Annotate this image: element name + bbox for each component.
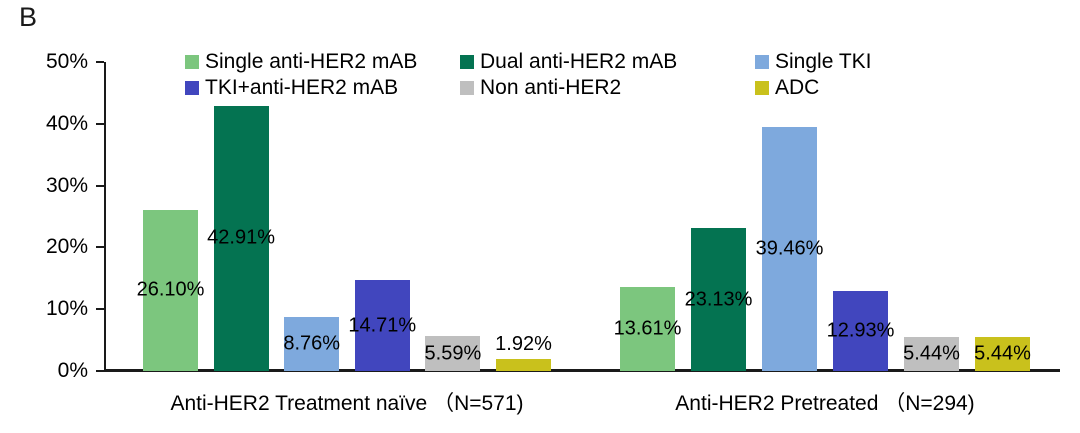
y-tick-mark: [96, 370, 104, 372]
legend-swatch-icon: [185, 55, 199, 69]
legend-item: Single TKI: [755, 49, 872, 75]
bar-value-label: 5.44%: [903, 342, 960, 365]
y-tick-mark: [96, 122, 104, 125]
chart-legend: Single anti-HER2 mAB Dual anti-HER2 mAB Si…: [185, 49, 872, 101]
legend-label: Dual anti-HER2 mAB: [480, 50, 678, 73]
bar-value-label: 13.61%: [613, 317, 682, 340]
bar-group2-series2: [691, 228, 746, 371]
y-tick-label: 10%: [45, 297, 88, 321]
legend-swatch-icon: [755, 55, 769, 69]
legend-swatch-icon: [460, 55, 474, 69]
bar-value-label: 1.92%: [495, 333, 552, 356]
panel-label: B: [19, 2, 38, 32]
y-tick-label: 50%: [45, 50, 88, 73]
bar-group1-series5: [425, 336, 481, 371]
plot-area: 26.10% 42.91% 8.76% 14.71% 5.59% 1.92% 13.61% 2…: [104, 62, 1060, 372]
bar-value-label: 5.44%: [974, 342, 1031, 365]
y-tick-label: 0%: [57, 359, 88, 382]
y-tick-mark: [96, 246, 104, 249]
y-tick-label: 20%: [45, 235, 88, 259]
x-axis-category-label: Anti-HER2 Pretreated （N=294): [675, 392, 975, 415]
bar-group1-series6: [496, 359, 551, 371]
bar-value-label: 39.46%: [755, 237, 824, 260]
y-tick-mark: [96, 61, 104, 63]
bar-group2-series6: [975, 337, 1030, 371]
y-tick-mark: [96, 308, 104, 311]
y-tick-label: 40%: [45, 111, 88, 135]
bar-group2-series5: [904, 337, 959, 371]
bar-value-label: 23.13%: [684, 288, 753, 311]
bar-group1-series3: [284, 316, 340, 371]
legend-item: Dual anti-HER2 mAB: [460, 49, 755, 75]
bar-group2-series4: [833, 291, 888, 371]
bar-group1-series2: [213, 105, 269, 371]
legend-label: Single TKI: [775, 50, 872, 73]
bar-value-label: 12.93%: [826, 319, 895, 342]
legend-item: Non anti-HER2: [460, 75, 755, 101]
x-axis-category-label: Anti-HER2 Treatment naïve （N=571): [170, 392, 524, 415]
legend-label: Single anti-HER2 mAB: [205, 50, 418, 73]
bar-value-label: 8.76%: [283, 332, 341, 355]
legend-swatch-icon: [460, 81, 474, 95]
legend-item: ADC: [755, 75, 872, 101]
legend-label: Non anti-HER2: [480, 76, 622, 99]
legend-item: TKI+anti-HER2 mAB: [185, 75, 460, 101]
bar-group1-series1: [143, 209, 198, 371]
bar-group1-series4: [354, 280, 410, 371]
bar-value-label: 42.91%: [207, 226, 276, 249]
bar-value-label: 14.71%: [348, 314, 417, 337]
bar-group2-series3: [762, 127, 817, 371]
bar-value-label: 5.59%: [424, 342, 482, 365]
bar-value-label: 26.10%: [136, 278, 205, 301]
legend-swatch-icon: [755, 81, 769, 95]
bar-group2-series1: [620, 286, 675, 371]
legend-label: ADC: [775, 76, 820, 99]
y-axis-line: [104, 62, 106, 371]
y-tick-mark: [96, 184, 104, 187]
legend-label: TKI+anti-HER2 mAB: [205, 76, 399, 99]
legend-swatch-icon: [185, 81, 199, 95]
x-axis-line: [104, 369, 1060, 372]
y-tick-label: 30%: [45, 173, 88, 197]
legend-item: Single anti-HER2 mAB: [185, 49, 460, 75]
